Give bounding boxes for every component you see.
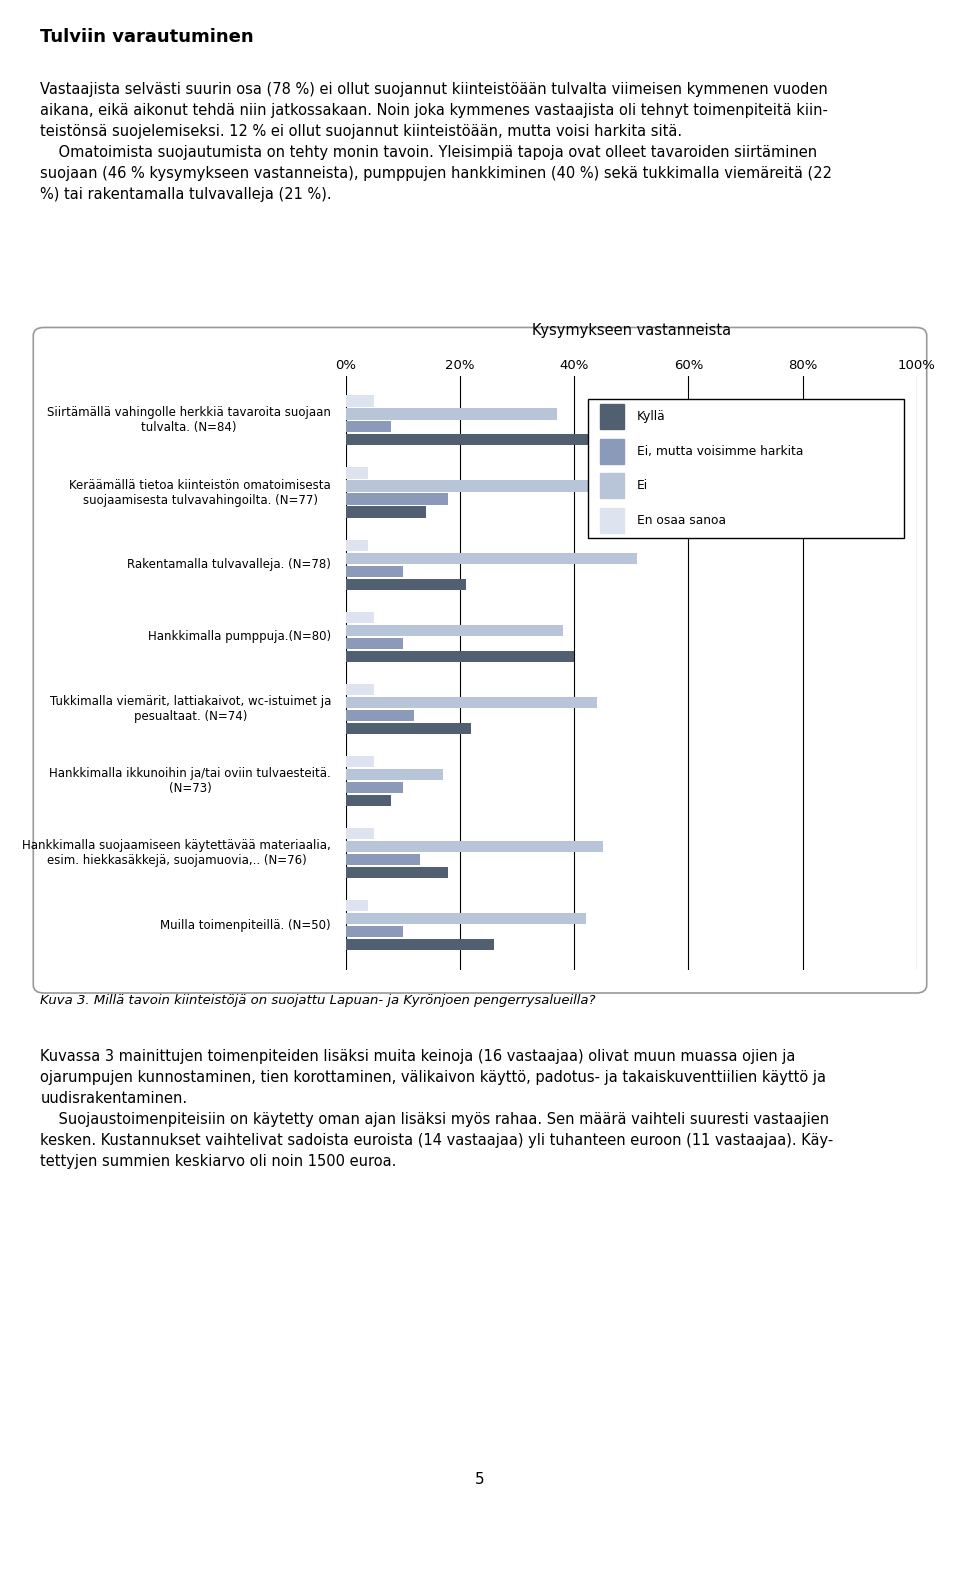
Bar [346,539,369,550]
Text: Rakentamalla tulvavalleja. (N=78): Rakentamalla tulvavalleja. (N=78) [127,558,331,571]
Text: Kysymykseen vastanneista: Kysymykseen vastanneista [532,322,731,338]
Bar [346,684,374,695]
Text: Kuvassa 3 mainittujen toimenpiteiden lisäksi muita keinoja (16 vastaajaa) olivat: Kuvassa 3 mainittujen toimenpiteiden lis… [40,1049,833,1168]
Text: Kyllä: Kyllä [636,410,665,423]
Bar [346,901,369,912]
Text: Ei: Ei [636,479,648,492]
Bar [600,404,624,429]
Bar [346,434,609,445]
Bar [346,566,403,577]
Text: Muilla toimenpiteillä. (N=50): Muilla toimenpiteillä. (N=50) [160,918,331,932]
Bar [346,868,448,879]
Bar [346,711,414,722]
Text: En osaa sanoa: En osaa sanoa [636,514,726,527]
Bar [346,612,374,623]
Bar [346,938,494,949]
Bar [346,553,636,564]
Bar [346,926,403,937]
Text: Hankkimalla suojaamiseen käytettävää materiaalia,
esim. hiekkasäkkejä, suojamuov: Hankkimalla suojaamiseen käytettävää mat… [22,839,331,868]
Text: Tukkimalla viemärit, lattiakaivot, wc-istuimet ja
pesualtaat. (N=74): Tukkimalla viemärit, lattiakaivot, wc-is… [50,695,331,723]
Bar [346,409,557,420]
Bar [346,578,466,590]
Bar [600,473,624,498]
Bar [346,769,443,780]
Text: Tulviin varautuminen: Tulviin varautuminen [40,28,254,46]
Text: Ei, mutta voisimme harkita: Ei, mutta voisimme harkita [636,445,803,457]
Bar [346,828,374,839]
Bar [346,638,403,649]
Text: Hankkimalla pumppuja.(N=80): Hankkimalla pumppuja.(N=80) [148,630,331,643]
Bar [346,913,586,924]
Bar [346,723,471,734]
Text: 5: 5 [475,1471,485,1487]
Bar [346,494,448,505]
Bar [346,481,665,492]
Bar [346,506,425,517]
Bar [346,396,374,407]
Bar [346,467,369,478]
Bar [346,624,563,635]
Bar [346,696,597,707]
Text: Hankkimalla ikkunoihin ja/tai oviin tulvaesteitä.
(N=73): Hankkimalla ikkunoihin ja/tai oviin tulv… [49,767,331,795]
Bar [600,508,624,533]
Text: Kuva 3. Millä tavoin kiinteistöjä on suojattu Lapuan- ja Kyrönjoen pengerrysalue: Kuva 3. Millä tavoin kiinteistöjä on suo… [40,994,596,1006]
Bar [346,841,603,852]
FancyBboxPatch shape [34,327,926,994]
Bar [346,795,392,806]
Bar [600,439,624,464]
Text: Vastaajista selvästi suurin osa (78 %) ei ollut suojannut kiinteistöään tulvalta: Vastaajista selvästi suurin osa (78 %) e… [40,82,832,201]
Text: Keräämällä tietoa kiinteistön omatoimisesta
suojaamisesta tulvavahingoilta. (N=7: Keräämällä tietoa kiinteistön omatoimise… [69,478,331,506]
Bar [346,651,574,662]
Bar [346,781,403,792]
Text: Siirtämällä vahingolle herkkiä tavaroita suojaan
tulvalta. (N=84): Siirtämällä vahingolle herkkiä tavaroita… [47,407,331,434]
Bar [346,854,420,865]
Bar [346,756,374,767]
Bar [346,421,392,432]
